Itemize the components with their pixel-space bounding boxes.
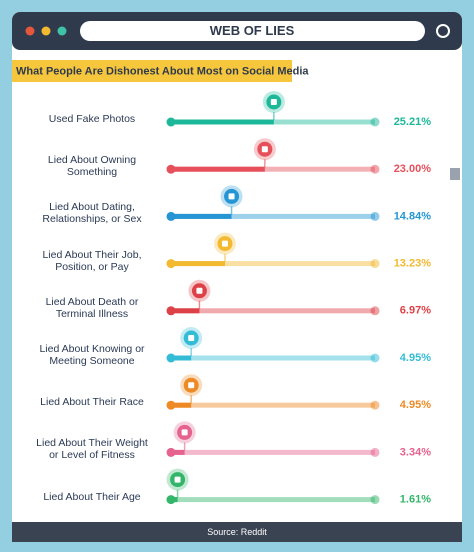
icon-glyph	[270, 99, 277, 105]
track-start	[166, 400, 176, 410]
window-dot	[25, 26, 35, 36]
track-end	[370, 495, 380, 505]
scroll-handle[interactable]	[450, 168, 460, 180]
track-start	[166, 164, 176, 174]
track-start	[166, 117, 176, 127]
track	[171, 261, 375, 267]
bar	[171, 166, 265, 172]
track	[171, 402, 375, 408]
window-dot	[41, 26, 51, 36]
icon-glyph	[228, 193, 235, 200]
value-label: 6.97%	[400, 305, 431, 317]
icon-glyph	[188, 335, 195, 341]
bar	[171, 213, 232, 219]
bar	[171, 119, 274, 125]
category-label: Lied About Death or Terminal Illness	[45, 295, 139, 320]
icon-glyph	[188, 382, 195, 389]
track-start	[166, 495, 176, 505]
track-end	[370, 259, 380, 269]
value-label: 14.84%	[394, 210, 432, 222]
category-label: Lied About Knowing or Meeting Someone	[39, 343, 145, 367]
bar	[171, 261, 225, 267]
value-label: 4.95%	[400, 352, 431, 364]
value-label: 25.21%	[394, 116, 432, 128]
track-start	[166, 447, 176, 457]
track-end	[370, 306, 380, 316]
track	[171, 308, 375, 314]
icon-glyph	[261, 146, 268, 153]
track-start	[166, 211, 176, 221]
track-end	[370, 447, 380, 457]
bar	[171, 355, 192, 361]
bar	[171, 308, 200, 314]
subtitle: What People Are Dishonest About Most on …	[16, 65, 309, 77]
bar	[171, 449, 185, 455]
category-label: Lied About Dating, Relationships, or Sex	[42, 201, 142, 226]
subtitle-banner	[12, 60, 292, 82]
icon-glyph	[181, 429, 188, 436]
reload-icon[interactable]	[436, 24, 450, 38]
category-label: Lied About Their Race	[40, 396, 144, 409]
track	[171, 449, 375, 455]
source: Source: Reddit	[207, 527, 267, 537]
bar	[171, 402, 192, 408]
source-bar	[12, 522, 462, 542]
window	[12, 12, 462, 542]
icon-glyph	[221, 240, 228, 247]
value-label: 1.61%	[400, 494, 431, 506]
category-label: Lied About Owning Something	[47, 154, 137, 179]
track	[171, 166, 375, 172]
track-start	[166, 353, 176, 363]
category-label: Lied About Their Weight or Level of Fitn…	[36, 437, 148, 462]
track-end	[370, 164, 380, 174]
category-label: Lied About Their Age	[43, 490, 141, 503]
value-label: 13.23%	[394, 258, 432, 270]
chart-title: WEB OF LIES	[210, 23, 295, 38]
track-end	[370, 211, 380, 221]
category-label: Lied About Their Job, Position, or Pay	[42, 248, 142, 273]
icon-glyph	[196, 287, 203, 294]
track-start	[166, 306, 176, 316]
track-end	[370, 353, 380, 363]
track-end	[370, 400, 380, 410]
track	[171, 497, 375, 503]
track-start	[166, 259, 176, 269]
track	[171, 213, 375, 219]
category-label: Used Fake Photos	[48, 113, 136, 125]
track	[171, 355, 375, 361]
icon-glyph	[174, 476, 181, 483]
value-label: 3.34%	[400, 446, 431, 458]
window-dot	[57, 26, 67, 36]
address-bar	[80, 21, 425, 41]
track-end	[370, 117, 380, 127]
value-label: 23.00%	[394, 163, 432, 175]
value-label: 4.95%	[400, 399, 431, 411]
